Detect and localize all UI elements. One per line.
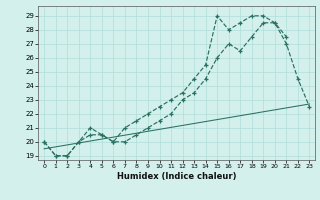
- X-axis label: Humidex (Indice chaleur): Humidex (Indice chaleur): [117, 172, 236, 181]
